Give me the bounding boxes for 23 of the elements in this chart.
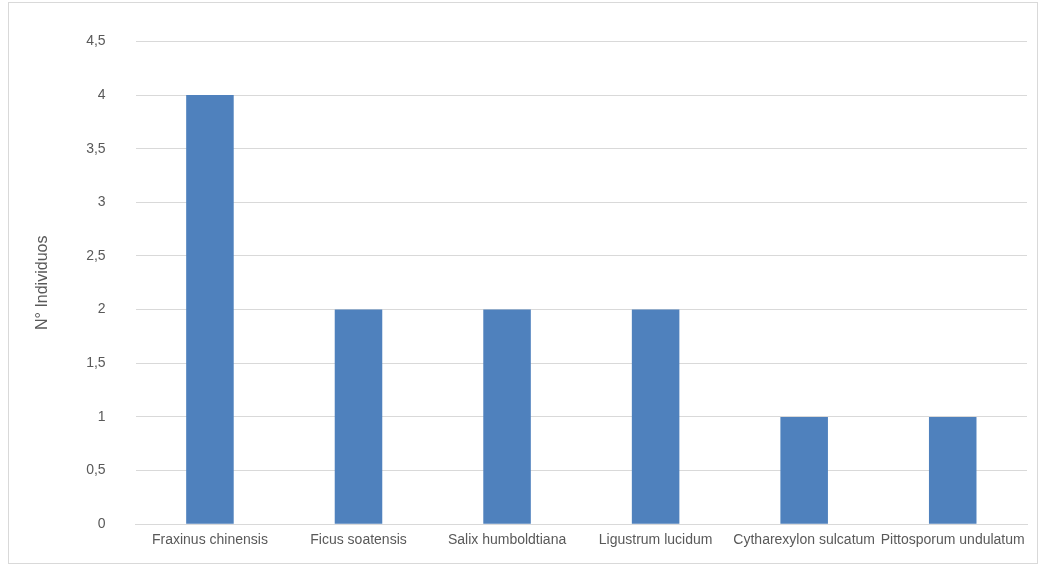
- bar: [334, 309, 383, 524]
- bar: [186, 95, 234, 524]
- y-tick-label: 3,5: [86, 139, 106, 156]
- x-tick-label: Ligustrum lucidum: [598, 531, 713, 548]
- bar: [928, 416, 977, 524]
- y-tick-label: 3: [97, 193, 106, 210]
- bar: [631, 309, 680, 524]
- y-tick-label: 1: [97, 407, 106, 424]
- y-tick-label: 0: [97, 515, 106, 532]
- y-axis-title: N° Individuos: [33, 235, 51, 331]
- y-tick-label: 1,5: [86, 354, 106, 371]
- y-tick-label: 2: [97, 300, 106, 317]
- y-tick-label: 4,5: [86, 32, 106, 49]
- y-tick-label: 0,5: [86, 461, 106, 478]
- bar: [483, 309, 531, 524]
- y-tick-label: 4: [97, 85, 106, 102]
- x-tick-label: Ficus soatensis: [310, 531, 407, 548]
- bar: [780, 416, 828, 524]
- x-tick-label: Fraxinus chinensis: [151, 531, 268, 548]
- y-tick-label: 2,5: [86, 246, 106, 263]
- x-tick-label: Pittosporum undulatum: [880, 531, 1025, 548]
- x-tick-label: Salix humboldtiana: [447, 531, 567, 548]
- x-tick-label: Cytharexylon sulcatum: [733, 531, 875, 548]
